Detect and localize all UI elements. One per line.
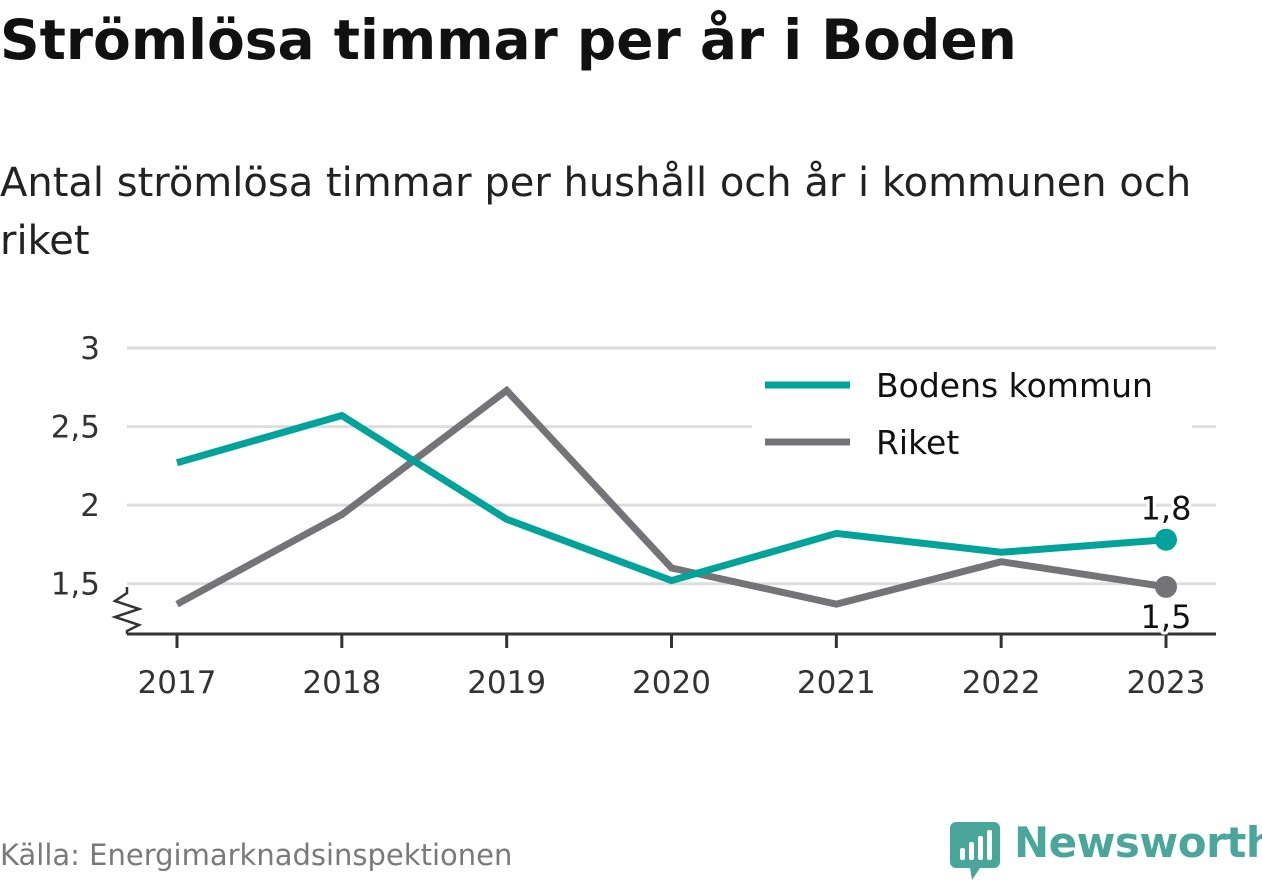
y-tick-label: 3 xyxy=(80,331,100,367)
bar-chart-badge-icon xyxy=(950,822,1000,880)
x-axis: 2017 2018 2019 2020 2021 2022 2023 xyxy=(111,587,1216,701)
axis-break-mark xyxy=(111,587,143,634)
y-axis-ticks: 1,5 2 2,5 3 xyxy=(51,331,100,603)
legend-background xyxy=(752,358,1192,472)
series-line-riket xyxy=(175,385,1167,608)
x-tick-label: 2018 xyxy=(302,665,381,701)
source-note: Källa: Energimarknadsinspektionen xyxy=(0,838,513,872)
chart-subtitle: Antal strömlösa timmar per hushåll och å… xyxy=(0,160,1192,264)
end-point-bodens-kommun xyxy=(1155,528,1177,551)
legend: Bodens kommun Riket xyxy=(752,358,1192,472)
legend-label: Bodens kommun xyxy=(876,366,1153,405)
legend-label: Riket xyxy=(876,423,959,462)
end-point-riket xyxy=(1155,575,1177,598)
x-tick-label: 2020 xyxy=(632,665,711,701)
x-tick-label: 2017 xyxy=(138,665,217,701)
x-tick-label: 2021 xyxy=(797,665,876,701)
y-tick-label: 2 xyxy=(80,488,100,524)
end-labels: 1,8 1,5 xyxy=(1138,487,1195,639)
y-tick-label: 1,5 xyxy=(51,567,100,603)
legend-item-bodens-kommun: Bodens kommun xyxy=(765,366,1153,405)
brand-name: Newsworthy xyxy=(1014,818,1262,867)
x-tick-label: 2023 xyxy=(1127,665,1206,701)
end-label-riket: 1,5 xyxy=(1141,598,1192,636)
series-line-bodens-kommun xyxy=(176,411,1167,585)
line-chart: 1,5 2 2,5 3 2017 2018 2019 2020 2021 2022 2023 Bo… xyxy=(51,331,1216,701)
chart-title: Strömlösa timmar per år i Boden xyxy=(0,8,1017,72)
x-tick-label: 2022 xyxy=(962,665,1041,701)
end-label-bodens-kommun: 1,8 xyxy=(1141,490,1192,528)
series-lines xyxy=(175,385,1177,608)
y-tick-label: 2,5 xyxy=(51,410,100,446)
legend-item-riket: Riket xyxy=(765,423,959,462)
x-tick-label: 2019 xyxy=(467,665,546,701)
